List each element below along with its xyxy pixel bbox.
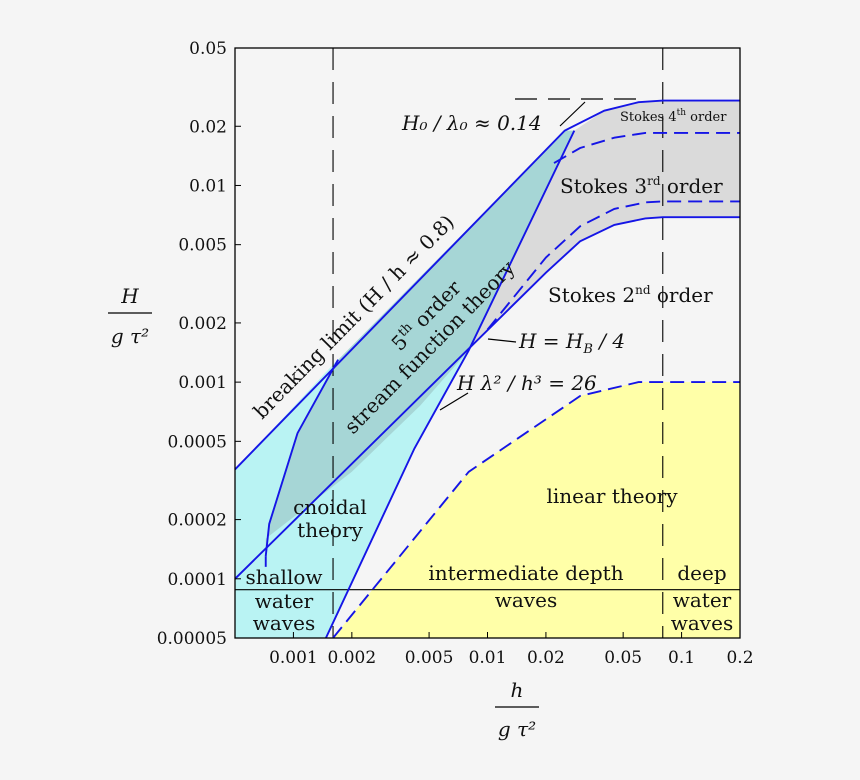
curve-h-hb-4 <box>234 216 740 580</box>
curve-cnoidal-stream-boundary <box>264 359 339 557</box>
y-label-denominator: g τ² <box>111 324 149 348</box>
shallow-label-1: shallow <box>245 565 322 589</box>
stokes-3rd-label: Stokes 3rd order <box>560 174 723 198</box>
curve-stokes-3rd-boundary <box>486 200 740 331</box>
shallow-label-2: water <box>255 589 314 613</box>
x-tick-label: 0.02 <box>527 648 565 668</box>
y-axis-label: H g τ² <box>108 284 152 348</box>
region-cnoidal-theory <box>235 350 469 638</box>
plot-frame <box>234 47 741 639</box>
cnoidal-label-2: theory <box>297 518 363 542</box>
y-tick-label: 0.005 <box>178 236 227 256</box>
y-tick-label: 0.0005 <box>168 432 227 452</box>
hb-curve-label: H = HB / 4 <box>518 329 625 357</box>
curve-linear-limit <box>332 381 740 639</box>
x-tick-label: 0.002 <box>328 648 377 668</box>
steepness-pointer <box>559 101 586 127</box>
y-tick-label: 0.002 <box>178 314 227 334</box>
deep-label-3: waves <box>671 611 733 635</box>
x-tick-label: 0.05 <box>604 648 642 668</box>
ursell-curve-label: H λ² / h³ = 26 <box>456 371 597 395</box>
curve-stokes-4th-boundary <box>553 131 740 164</box>
y-tick-label: 0.01 <box>189 176 227 196</box>
intermediate-label-1: intermediate depth <box>428 561 623 585</box>
hb-pointer <box>487 338 517 343</box>
x-tick-label: 0.005 <box>405 648 454 668</box>
x-label-numerator: h <box>511 678 524 702</box>
region-linear-theory <box>333 382 740 638</box>
deep-label-1: deep <box>677 561 726 585</box>
region-stokes-higher-order <box>468 100 740 351</box>
deep-label-2: water <box>673 588 732 612</box>
cnoidal-label-1: cnoidal <box>293 495 367 519</box>
ursell-pointer <box>439 392 469 411</box>
x-tick-label: 0.01 <box>469 648 507 668</box>
curve-ursell-26 <box>325 130 576 639</box>
intermediate-label-2: waves <box>495 588 557 612</box>
y-tick-label: 0.05 <box>189 39 227 59</box>
shallow-label-3: waves <box>253 611 315 635</box>
curve-breaking-limit <box>234 99 740 471</box>
linear-theory-label: linear theory <box>546 484 678 508</box>
x-tick-label: 0.1 <box>668 648 695 668</box>
y-tick-label: 0.001 <box>178 373 227 393</box>
x-label-denominator: g τ² <box>498 717 536 741</box>
stokes-4th-label: Stokes 4th order <box>620 108 727 125</box>
stokes-2nd-label: Stokes 2nd order <box>548 283 713 307</box>
y-tick-label: 0.00005 <box>157 629 227 649</box>
y-tick-label: 0.0002 <box>168 511 227 531</box>
x-axis-label: h g τ² <box>495 678 539 741</box>
x-tick-label: 0.2 <box>726 648 753 668</box>
steepness-label: H₀ / λ₀ ≈ 0.14 <box>401 111 542 135</box>
y-label-numerator: H <box>120 284 139 308</box>
region-stream-function <box>265 130 575 557</box>
y-tick-label: 0.02 <box>189 117 227 137</box>
y-tick-label: 0.0001 <box>168 570 227 590</box>
x-tick-label: 0.001 <box>269 648 318 668</box>
